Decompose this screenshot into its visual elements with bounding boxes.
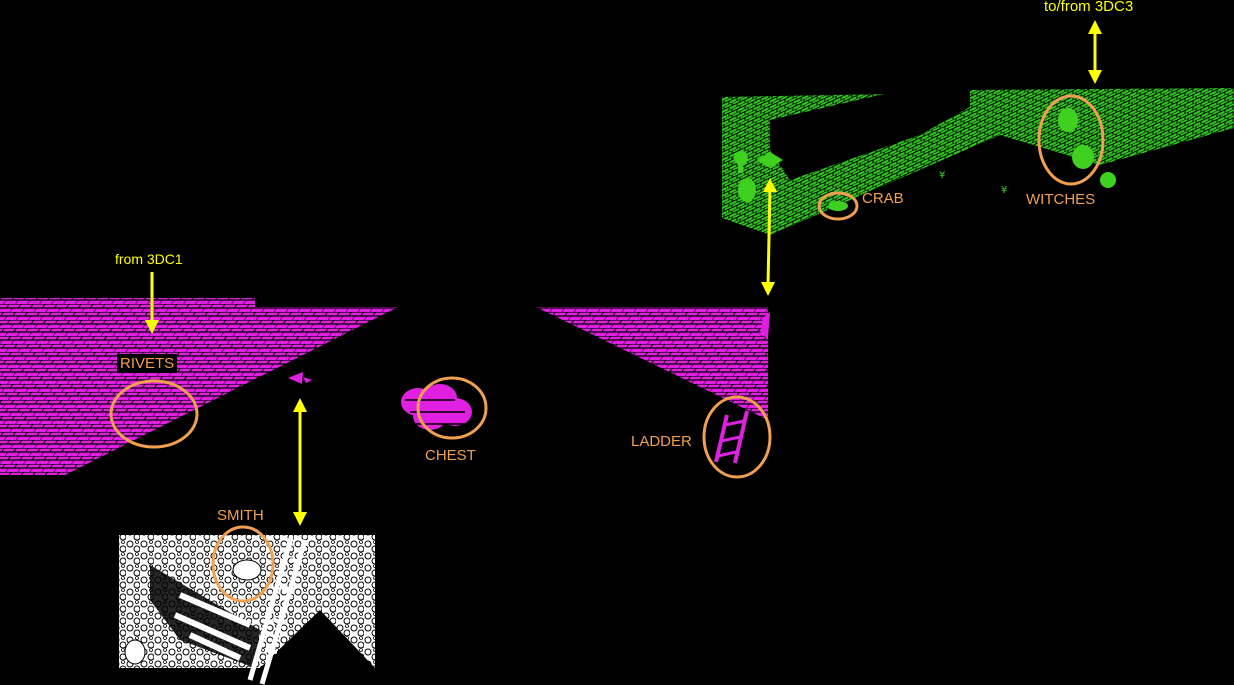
chest-sprite — [401, 384, 472, 430]
witch-sprite — [1058, 108, 1078, 132]
ladder-sprite — [714, 410, 749, 464]
crab-label: CRAB — [862, 190, 904, 207]
green-room-floor-gap — [770, 88, 1000, 180]
magenta-left-wall — [0, 298, 398, 475]
crab-highlight — [817, 191, 859, 221]
green-room-back-wall — [970, 88, 1234, 130]
crab-sprite — [828, 201, 848, 211]
chest-label: CHEST — [425, 447, 476, 464]
witches-highlight — [1037, 94, 1105, 186]
door-sprite — [760, 312, 770, 338]
rivets-label: RIVETS — [117, 354, 178, 373]
stone-steps — [173, 592, 252, 661]
arrow-magenta-to-stone — [293, 398, 307, 526]
magenta-room-left — [0, 298, 398, 475]
magenta-room-right — [536, 307, 770, 464]
ladder-label: LADDER — [631, 433, 692, 450]
green-room: ¥ ¥ — [722, 88, 1234, 235]
mushroom-sprite — [734, 151, 748, 165]
plant-sprite: ¥ — [1001, 185, 1007, 196]
rivets-highlight — [109, 379, 199, 449]
arrow-green-to-magenta — [761, 178, 777, 296]
chest-highlight — [416, 376, 488, 440]
white-ladder-sprite — [247, 537, 308, 685]
from-3dc1-label: from 3DC1 — [115, 251, 183, 267]
smith-label: SMITH — [217, 507, 264, 524]
cauldron-sprite — [1100, 172, 1116, 188]
witches-label: WITCHES — [1026, 191, 1096, 208]
magenta-right-wall — [536, 307, 768, 420]
ladder-highlight — [702, 395, 772, 479]
to-from-3dc3-label: to/from 3DC3 — [1044, 0, 1134, 15]
witch-sprite — [1072, 145, 1094, 169]
arrow-to-from-3dc3 — [1088, 20, 1102, 84]
trapdoor-sprite — [757, 152, 783, 168]
player-sprite — [124, 639, 146, 665]
mushroom-stem — [738, 163, 743, 173]
smith-sprite — [232, 559, 262, 581]
arrow-from-3dc1 — [145, 272, 159, 334]
smith-highlight — [211, 525, 275, 603]
arrow-marker-tip — [303, 377, 312, 383]
plant-sprite: ¥ — [939, 170, 945, 181]
stone-room — [119, 535, 375, 685]
barrel-sprite — [738, 178, 756, 202]
arrow-marker-sprite — [288, 372, 303, 384]
